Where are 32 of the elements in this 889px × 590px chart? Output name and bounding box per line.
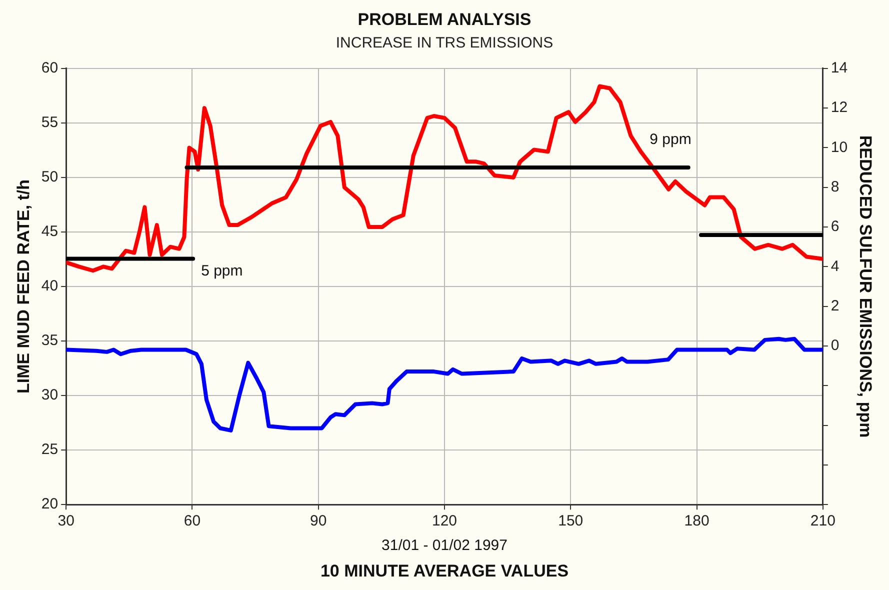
- y-tick-label: 35: [41, 332, 58, 350]
- y2-tick-label: 0: [830, 337, 840, 354]
- y-tick-label: 55: [41, 114, 58, 132]
- y-tick-label: 30: [41, 386, 58, 404]
- x-tick-label: 90: [310, 512, 327, 530]
- y2-tick-label: 2: [830, 297, 840, 314]
- x-tick-label: 60: [184, 512, 201, 530]
- y-tick-label: 60: [41, 60, 58, 77]
- x-tick-label: 210: [810, 512, 836, 530]
- x-tick-label: 120: [432, 512, 458, 530]
- y2-tick-label: 12: [830, 99, 848, 116]
- y2-tick-label: 8: [830, 178, 840, 196]
- y-tick-label: 45: [41, 223, 58, 240]
- y2-tick-label: 14: [830, 60, 848, 77]
- chart-title: PROBLEM ANALYSIS: [358, 10, 532, 29]
- y2-axis-title: REDUCED SULFUR EMISSIONS, ppm: [856, 135, 876, 438]
- x-tick-label: 150: [558, 512, 584, 530]
- x-tick-label: 180: [684, 512, 710, 530]
- series-label: 9 ppm: [650, 131, 692, 148]
- y-tick-label: 40: [41, 278, 58, 295]
- y-tick-label: 50: [41, 168, 58, 186]
- y-axis-title: LIME MUD FEED RATE, t/h: [14, 179, 33, 394]
- series-label: 5 ppm: [201, 262, 243, 280]
- x-tick-label: 30: [58, 512, 74, 530]
- y2-tick-label: 10: [830, 138, 848, 156]
- y2-tick-label: 4: [830, 258, 840, 275]
- y-tick-label: 25: [41, 441, 58, 458]
- x-axis-title: 10 MINUTE AVERAGE VALUES: [320, 561, 569, 580]
- y2-tick-label: 6: [830, 218, 840, 236]
- chart-subtitle: INCREASE IN TRS EMISSIONS: [336, 34, 554, 52]
- text: 31/01 - 01/02 1997: [382, 537, 508, 554]
- y-tick-label: 20: [41, 496, 58, 513]
